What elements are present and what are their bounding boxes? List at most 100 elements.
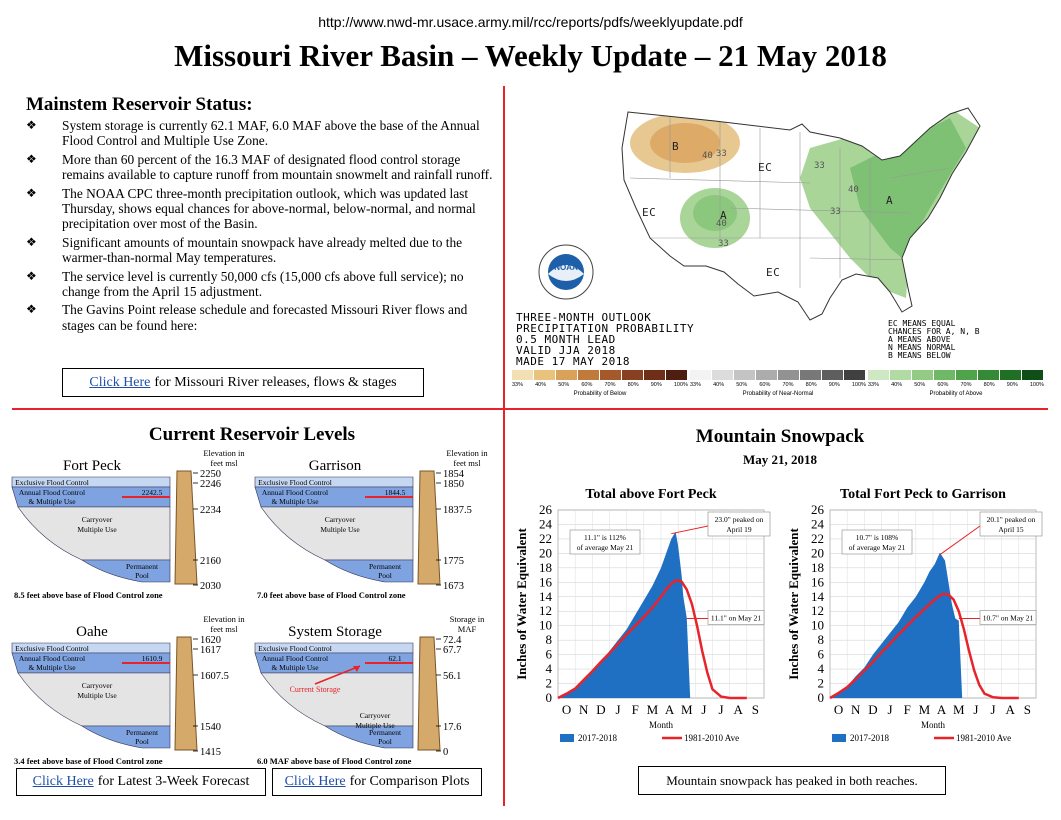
precip-outlook-map: B A A EC EC EC 40 33 33 40 33 33 40 NOAA…: [510, 88, 1050, 406]
status-bullet: ❖ The Gavins Point release schedule and f…: [26, 302, 496, 333]
elevation-tick-label: 2250: [200, 469, 221, 480]
legend-below-title: Probability of Below: [573, 391, 627, 397]
comparison-link-box[interactable]: Click Here for Comparison Plots: [272, 768, 482, 796]
chart-title: Total Fort Peck to Garrison: [840, 487, 1006, 502]
map-label-ec-south: EC: [766, 266, 780, 279]
bullet-text: The service level is currently 50,000 cf…: [62, 268, 464, 300]
releases-link-box[interactable]: Click Here for Missouri River releases, f…: [62, 368, 424, 397]
current-level-value: 2242.5: [142, 488, 163, 497]
zone-label: Permanent: [126, 562, 159, 571]
legend-tick-label: 33%: [868, 382, 880, 388]
y-tick-label: 2: [546, 676, 553, 691]
elevation-tick-label: 1540: [200, 722, 221, 733]
elevation-tick-label: 2160: [200, 556, 221, 567]
y-tick-label: 4: [818, 661, 825, 676]
map-note-line: B MEANS BELOW: [888, 351, 951, 360]
map-legend: 33% 40% 50% 60% 70% 80% 90% 100% 33% 40% 50% 60% 70…: [510, 370, 1050, 404]
source-url: http://www.nwd-mr.usace.army.mil/rcc/rep…: [318, 14, 743, 30]
x-tick-label: M: [647, 702, 659, 717]
dam-icon: [174, 470, 198, 585]
map-note-line: EC MEANS EQUAL: [888, 319, 956, 328]
bullet-text: The NOAA CPC three-month precipitation o…: [62, 185, 476, 232]
y-tick-label: 18: [811, 560, 824, 575]
map-caption-line: MADE 17 MAY 2018: [516, 355, 630, 368]
chart-legend: 2017-2018 1981-2010 Ave: [832, 733, 1011, 743]
legend-tick-label: 60%: [581, 382, 593, 388]
elevation-tick-label: 1837.5: [443, 505, 472, 516]
x-tick-label: D: [596, 702, 605, 717]
zone-label: Annual Flood Control: [262, 654, 328, 663]
diamond-bullet-icon: ❖: [26, 185, 37, 200]
legend-tick-label: 40%: [535, 382, 547, 388]
zone-label: Annual Flood Control: [19, 488, 85, 497]
zone-label: Carryover: [325, 515, 356, 524]
series-line-average: [557, 578, 747, 700]
elevation-tick-label: 56.1: [443, 671, 461, 682]
status-bullet: ❖ System storage is currently 62.1 MAF, 6…: [26, 118, 496, 149]
x-tick-label: O: [834, 702, 843, 717]
map-outline: [621, 107, 981, 321]
legend-tick-label: 80%: [983, 382, 995, 388]
reservoir-note: 8.5 feet above base of Flood Control zon…: [14, 590, 163, 600]
legend-swatch: [578, 370, 600, 380]
x-tick-label: O: [562, 702, 571, 717]
y-axis-label: Inches of Water Equivalent: [786, 528, 801, 680]
elevation-tick-label: 0: [443, 747, 448, 758]
forecast-link-box[interactable]: Click Here for Latest 3-Week Forecast: [16, 768, 266, 796]
noaa-logo-text: NOAA: [554, 263, 578, 272]
y-tick-label: 18: [539, 560, 552, 575]
legend-tick-label: 80%: [805, 382, 817, 388]
x-tick-label: S: [752, 702, 759, 717]
annotation-box: 11.1" is 112%of average May 21: [569, 529, 641, 555]
map-caption-line: PRECIPITATION PROBABILITY: [516, 322, 695, 335]
legend-swatch: [822, 370, 844, 380]
snowpack-svg: Total above Fort Peck0246810121416182022…: [514, 487, 1043, 743]
x-tick-label: J: [701, 702, 706, 717]
x-tick-label: M: [953, 702, 965, 717]
annotation-text: April 19: [726, 525, 751, 534]
legend-normal-ticks: 33% 40% 50% 60% 70% 80% 90% 100%: [690, 382, 866, 388]
comparison-link[interactable]: Click Here: [284, 774, 346, 789]
status-heading: Mainstem Reservoir Status:: [26, 94, 253, 116]
zone-label: Carryover: [360, 711, 391, 720]
legend-tick-label: 100%: [673, 382, 688, 388]
reservoir-name: System Storage: [288, 624, 382, 640]
dam-icon: [417, 470, 441, 585]
legend-below-swatches: [512, 370, 688, 380]
zone-label: Annual Flood Control: [19, 654, 85, 663]
current-level-value: 62.1: [388, 654, 401, 663]
legend-tick-label: 90%: [828, 382, 840, 388]
zone-label: Exclusive Flood Control: [15, 478, 89, 487]
x-tick-label: N: [851, 702, 861, 717]
zone-label: Exclusive Flood Control: [258, 644, 332, 653]
elevation-tick-label: 67.7: [443, 645, 461, 656]
annotation-arrow: [671, 525, 709, 535]
map-contour-label: 33: [830, 207, 841, 217]
y-tick-label: 2: [818, 676, 825, 691]
map-contour-label: 40: [702, 151, 713, 161]
legend-current-swatch: [832, 734, 846, 742]
y-tick-label: 10: [539, 618, 552, 633]
legend-swatch: [1022, 370, 1044, 380]
legend-swatch: [756, 370, 778, 380]
reservoir-name: Fort Peck: [63, 458, 121, 474]
elevation-header: feet msl: [210, 458, 238, 468]
vertical-divider: [503, 86, 505, 806]
reservoir-name: Garrison: [309, 458, 362, 474]
y-tick-label: 20: [539, 545, 552, 560]
y-tick-label: 10: [811, 618, 824, 633]
legend-above-ticks: 33% 40% 50% 60% 70% 80% 90% 100%: [868, 382, 1044, 388]
current-level-value: 1844.5: [385, 488, 406, 497]
status-bullets: ❖ System storage is currently 62.1 MAF, 6…: [26, 118, 496, 336]
status-bullet: ❖ More than 60 percent of the 16.3 MAF of…: [26, 152, 496, 183]
legend-tick-label: 33%: [690, 382, 702, 388]
comparison-link-rest: for Comparison Plots: [349, 774, 470, 789]
releases-link[interactable]: Click Here: [89, 374, 151, 390]
series-area-current: [558, 531, 691, 698]
legend-tick-label: 50%: [736, 382, 748, 388]
forecast-link[interactable]: Click Here: [32, 774, 94, 789]
